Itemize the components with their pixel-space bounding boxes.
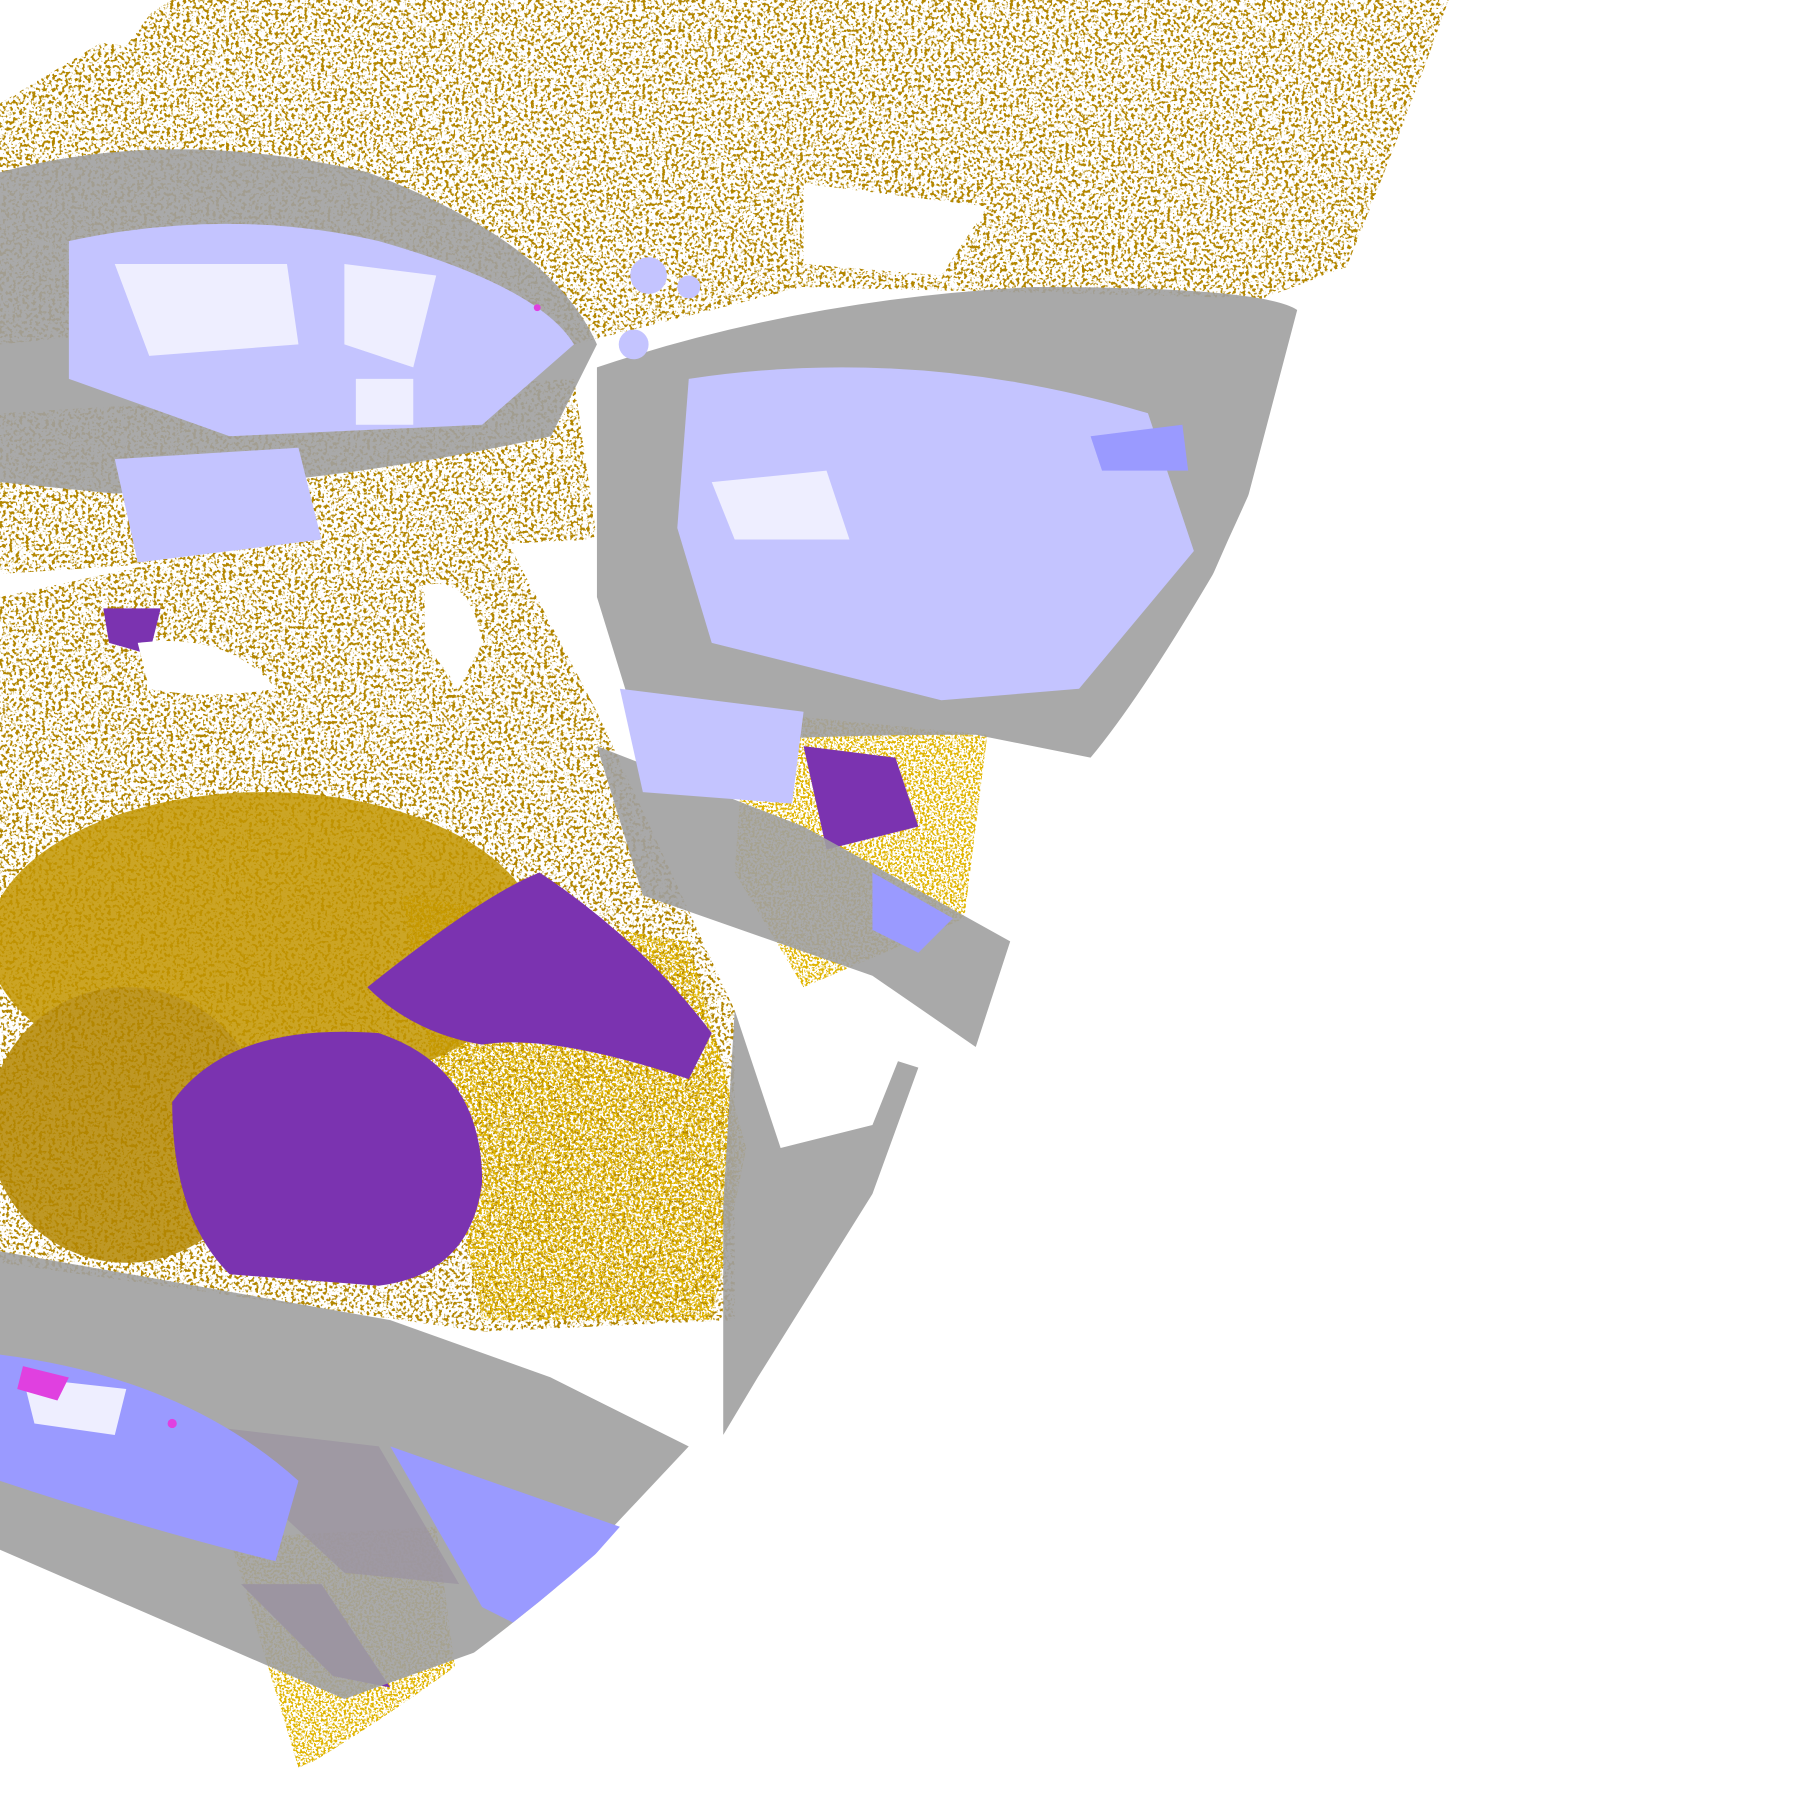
magenta-spots <box>17 304 541 1429</box>
clear-sky-gaps <box>22 0 988 1447</box>
